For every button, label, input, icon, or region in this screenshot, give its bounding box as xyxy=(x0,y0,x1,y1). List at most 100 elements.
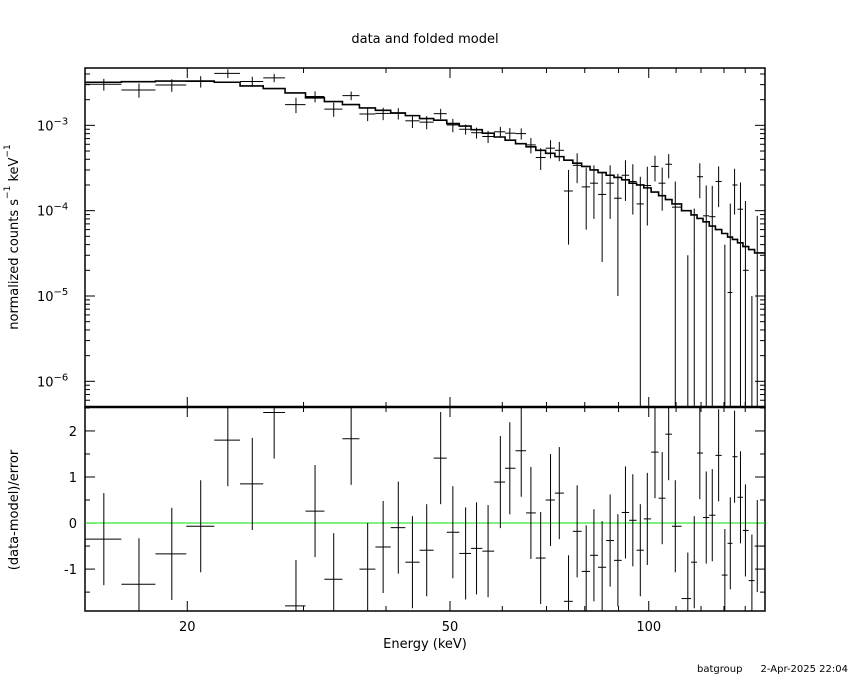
data-point xyxy=(494,126,506,138)
data-point xyxy=(732,168,738,215)
residual-point xyxy=(572,485,582,578)
data-point xyxy=(658,167,666,211)
data-point xyxy=(471,127,483,139)
data-point xyxy=(324,102,343,117)
data-point xyxy=(482,130,495,144)
residual-point xyxy=(727,497,733,590)
residual-point xyxy=(748,534,755,611)
bottom-ylabel: (data-model)/error xyxy=(7,449,22,570)
data-point xyxy=(590,165,599,219)
y-tick-exponent: −3 xyxy=(54,116,69,127)
residual-point xyxy=(359,523,376,611)
residual-point xyxy=(515,407,527,497)
residual-point xyxy=(715,409,722,502)
y-tick-label: -1 xyxy=(64,563,77,578)
data-point xyxy=(742,200,749,407)
residual-point xyxy=(214,407,241,487)
data-point xyxy=(342,91,360,101)
data-point xyxy=(121,83,156,98)
residual-point xyxy=(621,466,630,559)
data-point xyxy=(636,176,644,407)
residual-point xyxy=(721,529,728,611)
y-tick-label: 10−6 xyxy=(37,372,68,390)
residual-point xyxy=(629,474,637,567)
data-point xyxy=(85,78,122,91)
data-point xyxy=(665,154,672,179)
residual-panel: 20 50 100 2 1 0 -1 xyxy=(64,405,766,635)
data-point xyxy=(572,153,582,184)
residual-point xyxy=(742,484,749,577)
footer-user: batgroup xyxy=(697,664,742,675)
folded-model-line xyxy=(85,80,765,254)
residual-point xyxy=(405,516,420,609)
residual-point xyxy=(186,480,215,573)
residual-point xyxy=(709,469,716,562)
residual-point xyxy=(155,507,187,600)
residual-point xyxy=(697,407,704,500)
data-point xyxy=(375,107,391,121)
data-point xyxy=(643,166,652,226)
residual-point xyxy=(305,465,325,558)
data-point xyxy=(697,163,704,199)
residual-point xyxy=(658,452,666,545)
residual-point xyxy=(651,407,659,499)
residual-point xyxy=(494,436,506,529)
x-tick-label: 100 xyxy=(636,620,661,635)
data-point xyxy=(155,79,187,92)
residual-point xyxy=(681,552,692,611)
data-point xyxy=(651,155,659,182)
y-tick-base: 10 xyxy=(37,119,54,134)
residual-point xyxy=(636,504,644,597)
data-point xyxy=(419,116,434,130)
data-point xyxy=(737,182,743,407)
data-point xyxy=(554,141,564,162)
data-point xyxy=(405,114,420,129)
data-point xyxy=(598,171,607,263)
x-tick-label: 20 xyxy=(179,620,196,635)
xlabel: Energy (keV) xyxy=(383,637,467,652)
residual-point xyxy=(590,509,599,602)
residual-point xyxy=(606,494,615,587)
data-point xyxy=(446,118,460,133)
y-tick-exponent: −5 xyxy=(54,287,69,298)
x-tick-label: 50 xyxy=(442,620,459,635)
data-point xyxy=(526,138,536,154)
data-point xyxy=(535,148,546,170)
residual-point xyxy=(732,410,738,503)
residual-point xyxy=(535,511,546,605)
residual-point xyxy=(703,471,710,564)
residual-point xyxy=(598,521,607,611)
data-point xyxy=(285,97,306,114)
residual-point xyxy=(754,500,765,593)
residual-point xyxy=(471,502,483,595)
y-tick-base: 10 xyxy=(37,205,54,220)
bottom-frame xyxy=(84,406,766,612)
data-point xyxy=(629,164,637,215)
data-point xyxy=(263,73,286,83)
data-point xyxy=(727,203,733,407)
residual-point xyxy=(691,516,698,609)
residual-point xyxy=(342,407,360,485)
residual-point xyxy=(505,422,516,515)
residual-point xyxy=(554,447,564,540)
y-tick-label: 10−3 xyxy=(37,116,68,134)
data-point xyxy=(515,128,527,140)
residual-point xyxy=(446,486,460,579)
residual-point xyxy=(665,407,672,481)
data-point xyxy=(606,165,615,219)
data-point xyxy=(715,166,722,208)
residual-point xyxy=(419,504,434,597)
top-ylabel: normalized counts s−1 keV−1 xyxy=(3,144,22,329)
residual-point xyxy=(737,451,743,544)
ylabel-sup2: −1 xyxy=(3,144,13,157)
residual-point xyxy=(433,412,447,505)
ylabel-sup1: −1 xyxy=(3,186,13,199)
data-point xyxy=(545,140,555,159)
ylabel-main: normalized counts s xyxy=(7,199,22,330)
data-point xyxy=(671,181,682,407)
residual-point xyxy=(263,407,286,459)
data-point xyxy=(505,128,516,140)
y-tick-label: 1 xyxy=(69,471,77,486)
y-tick-label: 10−4 xyxy=(37,202,68,220)
data-point xyxy=(563,169,573,245)
